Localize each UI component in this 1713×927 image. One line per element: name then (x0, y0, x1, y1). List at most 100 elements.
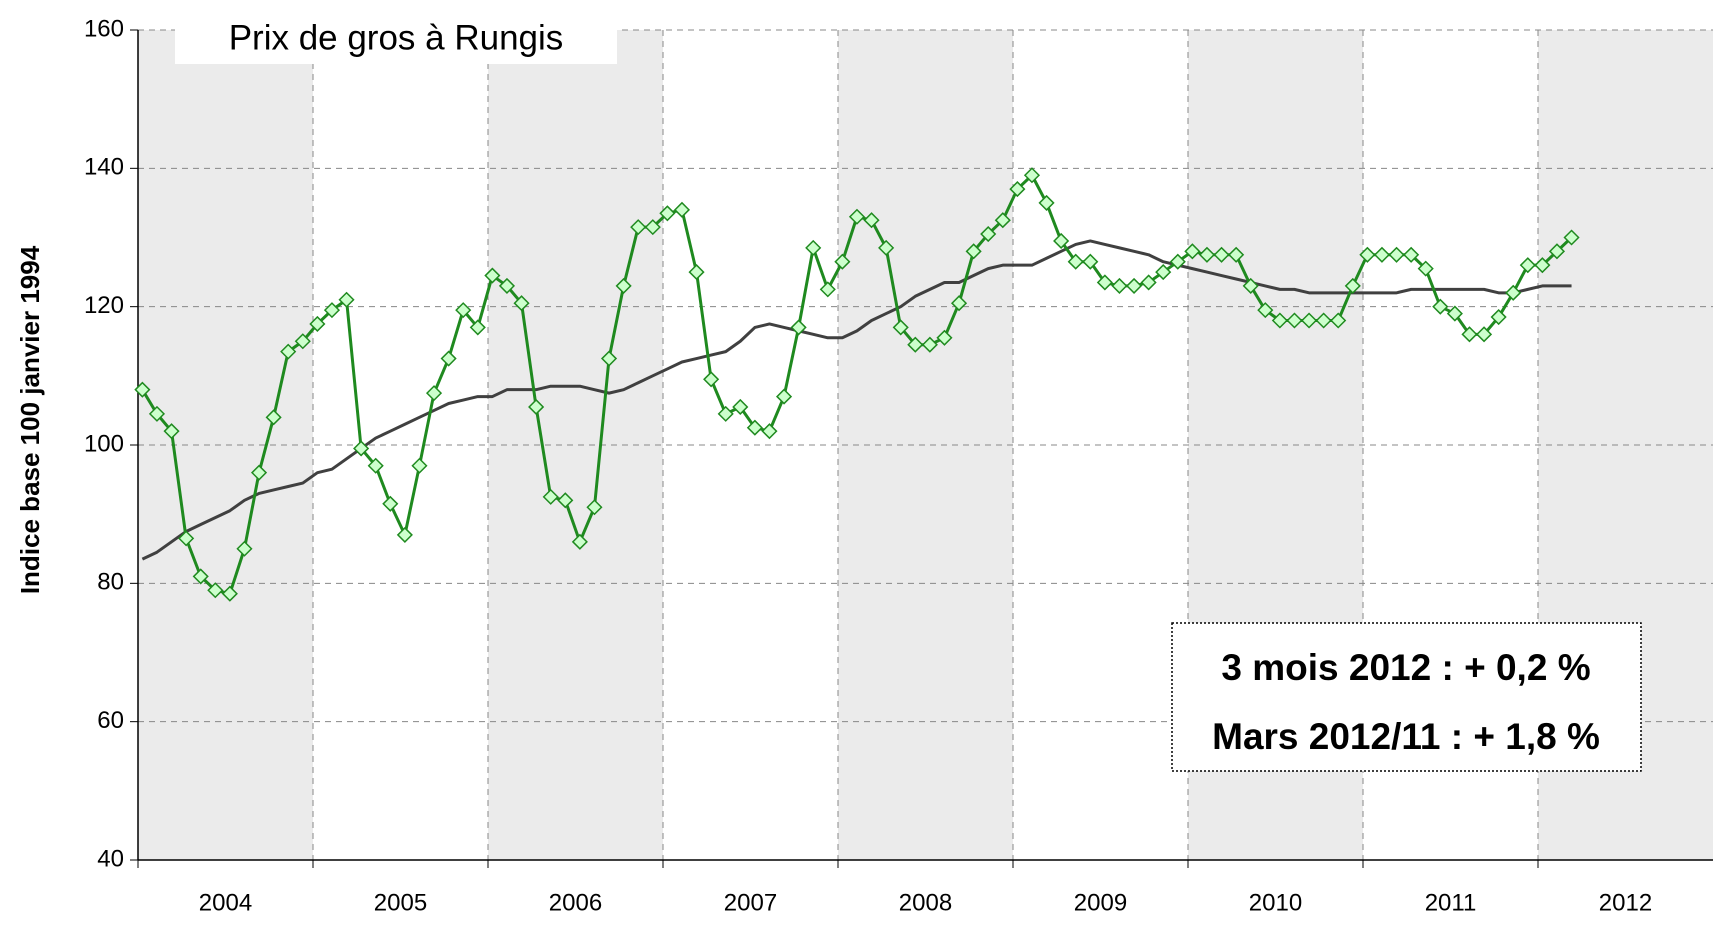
data-point (1388, 246, 1405, 263)
data-point (848, 208, 866, 225)
x-tick-label: 2007 (724, 889, 777, 916)
data-point (1184, 243, 1201, 260)
data-point (1111, 277, 1128, 294)
data-point (353, 440, 370, 457)
data-point (1359, 246, 1376, 263)
data-point (1038, 194, 1055, 211)
data-point (1315, 312, 1332, 329)
data-point (863, 212, 880, 229)
data-point (994, 212, 1011, 229)
data-point (192, 568, 209, 585)
x-tick-label: 2006 (549, 889, 602, 916)
data-point (1403, 246, 1420, 263)
data-point (688, 264, 705, 281)
annotation-box (1171, 622, 1642, 772)
data-point (1461, 326, 1478, 343)
data-point (790, 319, 807, 336)
data-point (615, 277, 632, 294)
data-point (1475, 326, 1493, 343)
data-point (1140, 274, 1157, 291)
x-tick-label: 2009 (1074, 889, 1127, 916)
title-box (175, 12, 617, 64)
data-point (805, 239, 822, 256)
data-point (396, 526, 413, 543)
data-point (965, 243, 982, 260)
data-point (367, 457, 384, 474)
data-point (207, 582, 224, 599)
annotation: Mars 2012/11 : + 1,8 % (1212, 716, 1600, 757)
data-point (1082, 253, 1099, 270)
y-tick-label: 40 (97, 845, 124, 872)
data-point (163, 423, 180, 440)
data-point (1330, 312, 1347, 329)
data-point (484, 267, 501, 284)
data-point (1344, 277, 1361, 294)
annotation: 3 mois 2012 : + 0,2 % (1221, 647, 1590, 688)
data-point (1286, 312, 1303, 329)
data-point (455, 302, 472, 319)
data-point (513, 295, 530, 312)
y-tick-label: 160 (84, 15, 124, 42)
data-point (280, 343, 297, 360)
data-point (1505, 284, 1522, 301)
data-point (1155, 264, 1172, 281)
data-point (980, 225, 997, 243)
y-axis-label: Indice base 100 janvier 1994 (15, 245, 45, 594)
data-point (921, 336, 938, 353)
data-point (775, 388, 793, 405)
data-point (1373, 246, 1391, 263)
data-point (236, 540, 253, 557)
data-point (425, 385, 443, 402)
data-point (819, 281, 836, 298)
data-point (1417, 260, 1434, 277)
data-point (1446, 305, 1463, 322)
x-tick-label: 2008 (899, 889, 952, 916)
data-point (1519, 257, 1536, 274)
x-tick-label: 2012 (1599, 889, 1652, 916)
data-point (469, 319, 486, 336)
data-point (1096, 274, 1113, 291)
data-point (309, 315, 326, 333)
data-point (878, 239, 895, 256)
x-tick-label: 2004 (199, 889, 252, 916)
data-point (1490, 308, 1507, 326)
data-point (1009, 181, 1026, 198)
data-point (1534, 257, 1551, 274)
data-point (907, 336, 924, 353)
data-point (571, 533, 588, 550)
data-point (1125, 277, 1143, 294)
data-point (1198, 246, 1216, 263)
data-point (1023, 167, 1041, 184)
data-point (528, 398, 545, 416)
data-point (294, 333, 311, 350)
data-point (1563, 229, 1580, 246)
data-point (1067, 253, 1084, 270)
data-point (834, 253, 851, 270)
y-tick-label: 100 (84, 430, 124, 457)
data-point (265, 409, 282, 426)
data-point (746, 419, 763, 436)
x-tick-label: 2005 (374, 889, 427, 916)
data-point (936, 329, 953, 346)
data-point (1271, 312, 1288, 329)
x-tick-label: 2010 (1249, 889, 1302, 916)
plot (134, 167, 1580, 602)
data-point (1300, 312, 1318, 329)
data-point (673, 201, 691, 218)
data-point (221, 585, 238, 602)
data-point (1169, 253, 1186, 270)
data-point (411, 457, 428, 474)
chart-title: Prix de gros à Rungis (229, 18, 564, 57)
data-point (1053, 232, 1070, 250)
data-point (148, 405, 166, 422)
series-line (141, 239, 1572, 561)
x-tick-label: 2011 (1425, 889, 1477, 916)
y-tick-label: 60 (97, 707, 124, 734)
y-tick-label: 120 (84, 292, 124, 319)
data-point (250, 464, 268, 481)
data-point (1213, 246, 1230, 263)
data-point (717, 405, 734, 422)
data-point (950, 295, 968, 312)
data-point (134, 381, 151, 398)
